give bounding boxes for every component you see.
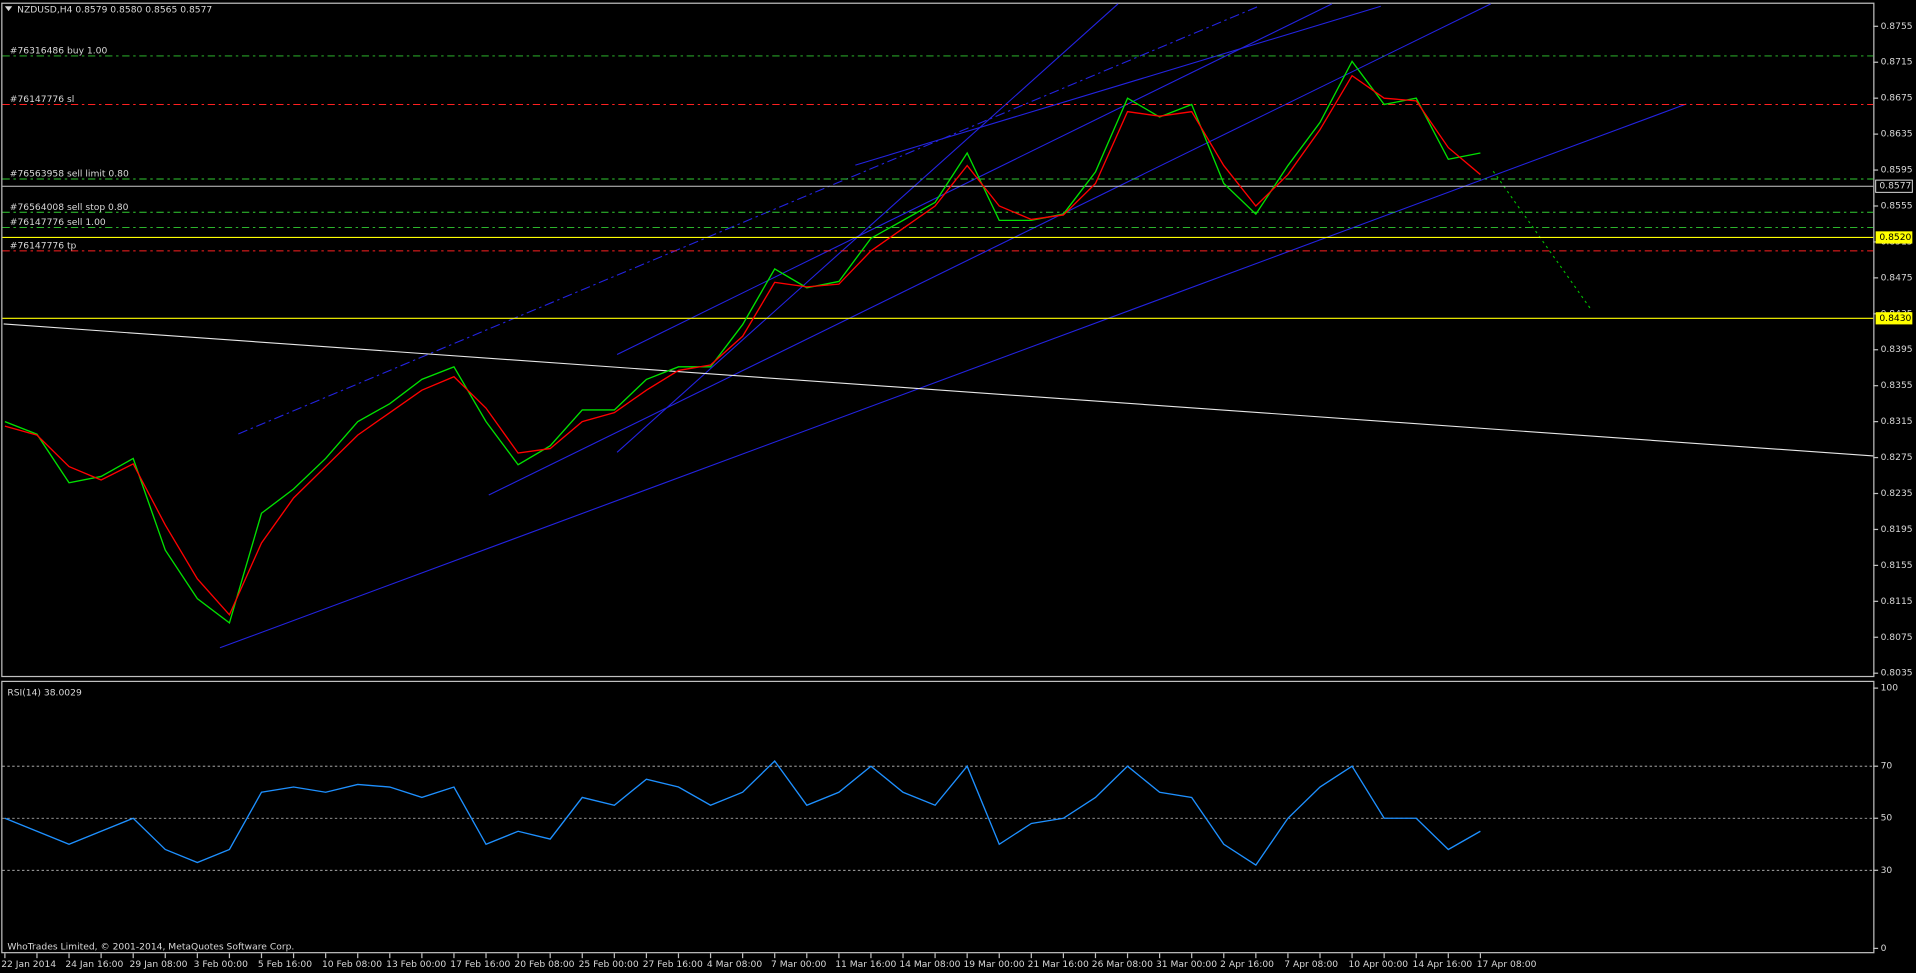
y-tick-label: 0.8075 <box>1881 632 1913 643</box>
x-tick-label: 17 Apr 08:00 <box>1477 959 1537 970</box>
y-tick-label: 0.8035 <box>1881 668 1913 679</box>
trend-line <box>855 5 1381 166</box>
series-line <box>4 74 1481 617</box>
x-tick-label: 13 Feb 00:00 <box>386 959 446 970</box>
trend-lines <box>219 3 1687 649</box>
trend-line <box>616 3 1333 356</box>
trend-line <box>238 5 1259 435</box>
y-tick-label: 0.8595 <box>1881 165 1913 176</box>
y-tick-label: 50 <box>1881 813 1893 824</box>
x-tick-label: 29 Jan 08:00 <box>130 959 188 970</box>
x-tick-label: 26 Mar 08:00 <box>1092 959 1153 970</box>
y-tick-label: 0.8635 <box>1881 129 1913 140</box>
x-tick-label: 4 Mar 08:00 <box>707 959 762 970</box>
x-tick-label: 24 Jan 16:00 <box>65 959 123 970</box>
y-tick-label: 70 <box>1881 761 1893 772</box>
white-trend-line <box>3 323 1874 457</box>
series-line <box>4 60 1481 625</box>
order-label: #76147776 sell 1.00 <box>10 217 106 228</box>
x-tick-label: 22 Jan 2014 <box>1 959 56 970</box>
y-tick-label: 0.8755 <box>1881 21 1913 32</box>
x-tick-label: 14 Apr 16:00 <box>1413 959 1473 970</box>
x-tick-label: 20 Feb 08:00 <box>514 959 574 970</box>
x-tick-label: 27 Feb 16:00 <box>643 959 703 970</box>
x-tick-label: 19 Mar 00:00 <box>963 959 1024 970</box>
rsi-title: RSI(14) 38.0029 <box>7 688 82 699</box>
x-tick-label: 11 Mar 16:00 <box>835 959 896 970</box>
x-tick-label: 3 Feb 00:00 <box>194 959 248 970</box>
trend-line <box>616 3 1119 453</box>
x-tick-label: 17 Feb 16:00 <box>450 959 510 970</box>
y-tick-label: 0.8235 <box>1881 488 1913 499</box>
y-tick-label: 0 <box>1881 943 1887 954</box>
y-tick-label: 0.8195 <box>1881 524 1913 535</box>
y-tick-label: 0.8475 <box>1881 272 1913 283</box>
y-tick-label: 0.8275 <box>1881 452 1913 463</box>
x-tick-label: 14 Mar 08:00 <box>899 959 960 970</box>
x-tick-label: 25 Feb 00:00 <box>579 959 639 970</box>
order-label: #76563958 sell limit 0.80 <box>10 169 129 180</box>
order-label: #76147776 tp <box>10 241 77 252</box>
y-tick-label: 0.8115 <box>1881 596 1913 607</box>
y-tick-label: 0.8715 <box>1881 57 1913 68</box>
order-label: #76147776 sl <box>10 94 75 105</box>
y-tick-label: 100 <box>1881 683 1899 694</box>
main-panel-border <box>1 2 1875 678</box>
projection-line <box>1492 170 1592 310</box>
order-label: #76564008 sell stop 0.80 <box>10 202 129 213</box>
y-tick-label: 0.8155 <box>1881 560 1913 571</box>
x-tick-label: 31 Mar 00:00 <box>1156 959 1217 970</box>
bid-tag <box>1875 179 1913 193</box>
order-label: #76316486 buy 1.00 <box>10 46 108 57</box>
trend-line <box>219 103 1687 649</box>
menu-arrow[interactable] <box>4 6 13 12</box>
x-tick-label: 21 Mar 16:00 <box>1028 959 1089 970</box>
trend-line <box>488 3 1492 496</box>
x-tick-label: 10 Feb 08:00 <box>322 959 382 970</box>
x-tick-label: 7 Mar 00:00 <box>771 959 826 970</box>
y-tick-label: 0.8355 <box>1881 380 1913 391</box>
x-tick-label: 7 Apr 08:00 <box>1284 959 1338 970</box>
x-tick-label: 10 Apr 00:00 <box>1348 959 1408 970</box>
price-tag-label: 0.8520 <box>1879 232 1911 243</box>
y-tick-label: 0.8315 <box>1881 416 1913 427</box>
series-line <box>4 759 1481 867</box>
x-tick-label: 2 Apr 16:00 <box>1220 959 1274 970</box>
y-tick-label: 0.8395 <box>1881 344 1913 355</box>
footer: WhoTrades Limited, © 2001-2014, MetaQuot… <box>7 942 294 953</box>
price-tag <box>1875 312 1913 325</box>
x-tick-label: 5 Feb 16:00 <box>258 959 312 970</box>
price-tag <box>1875 231 1913 244</box>
price-tag-label: 0.8430 <box>1879 313 1911 324</box>
rsi-panel-border <box>1 680 1875 954</box>
y-tick-label: 0.8555 <box>1881 200 1913 211</box>
y-tick-label: 0.8675 <box>1881 93 1913 104</box>
bid-tag-label: 0.8577 <box>1879 181 1911 192</box>
chart-header: NZDUSD,H4 0.8579 0.8580 0.8565 0.8577 <box>17 4 212 15</box>
y-tick-label: 30 <box>1881 865 1893 876</box>
